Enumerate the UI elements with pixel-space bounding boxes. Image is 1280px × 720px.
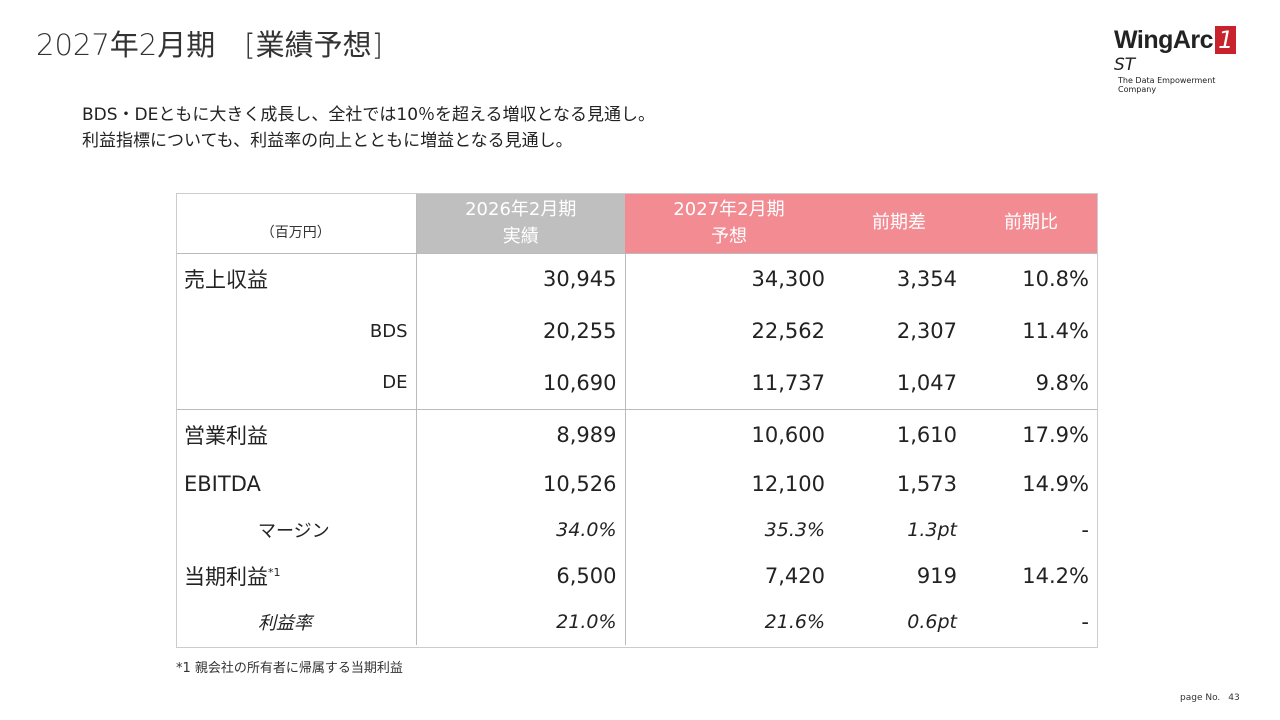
cell: 2,307 — [896, 319, 957, 343]
page-number: page No. 43 — [1180, 693, 1240, 703]
cell: 21.6% — [624, 599, 833, 645]
page-num: 43 — [1228, 693, 1240, 703]
page-label: page No. — [1180, 693, 1221, 703]
table-row: EBITDA 10,526 12,100 1,573 14.9% — [176, 461, 1097, 507]
header-diff: 前期差 — [833, 193, 965, 253]
forecast-table: （百万円） 2026年2月期 実績 2027年2月期 予想 前期差 前期比 売上収益… — [176, 193, 1097, 645]
cell: 919 — [916, 564, 957, 588]
cell: 30,945 — [415, 253, 625, 305]
cell: 20,255 — [415, 305, 625, 357]
cell: 1.3pt — [907, 519, 957, 541]
table-row: マージン 34.0% 35.3% 1.3pt - — [176, 507, 1097, 553]
row-label: 営業利益 — [184, 424, 268, 449]
lead-line: BDS・DEともに大きく成長し、全社では10％を超える増収となる見通し。 — [82, 105, 655, 125]
row-label: マージン — [258, 521, 330, 542]
header-next: 2027年2月期 予想 — [625, 193, 833, 253]
table-row: 営業利益 8,989 10,600 1,610 17.9% — [176, 409, 1097, 461]
row-label: DE — [382, 372, 408, 394]
cell: 3,354 — [896, 267, 957, 292]
cell: 1,610 — [896, 423, 957, 448]
cell: 14.2% — [1022, 564, 1089, 588]
cell: 14.9% — [1022, 472, 1089, 496]
cell: 10,690 — [415, 357, 625, 409]
cell: 10,600 — [624, 409, 833, 461]
cell: 10.8% — [1022, 267, 1089, 292]
wingarc-logo: WingArc 1 ST The Data Empowerment Company — [1114, 26, 1254, 94]
row-label: 当期利益*1 — [176, 553, 416, 599]
cell: 12,100 — [624, 461, 833, 507]
cell: 17.9% — [1022, 423, 1089, 448]
page-title: 2027年2月期 [業績予想] — [36, 28, 383, 62]
table-row: DE 10,690 11,737 1,047 9.8% — [176, 357, 1097, 409]
table-row: 売上収益 30,945 34,300 3,354 10.8% — [176, 253, 1097, 305]
cell: 34,300 — [624, 253, 833, 305]
cell: 21.0% — [415, 599, 625, 645]
cell: - — [1081, 610, 1089, 634]
table-row: 利益率 21.0% 21.6% 0.6pt - — [176, 599, 1097, 645]
cell: 0.6pt — [907, 611, 957, 633]
cell: - — [1081, 518, 1089, 542]
logo-st: ST — [1114, 55, 1136, 75]
cell: 35.3% — [624, 507, 833, 553]
cell: 6,500 — [415, 553, 625, 599]
header-prev: 2026年2月期 実績 — [415, 193, 625, 253]
cell: 10,526 — [415, 461, 625, 507]
row-label: 利益率 — [258, 613, 312, 634]
cell: 22,562 — [624, 305, 833, 357]
cell: 34.0% — [415, 507, 625, 553]
logo-one: 1 — [1215, 26, 1237, 54]
cell: 1,573 — [896, 472, 957, 496]
logo-brand: WingArc — [1114, 26, 1214, 54]
footnote: *1 親会社の所有者に帰属する当期利益 — [176, 661, 403, 676]
row-label: EBITDA — [184, 472, 261, 496]
cell: 1,047 — [896, 370, 957, 395]
footnote-marker: *1 — [268, 566, 281, 579]
cell: 9.8% — [1035, 370, 1089, 395]
header-next-type: 予想 — [711, 225, 747, 247]
cell: 7,420 — [624, 553, 833, 599]
table-row: 当期利益*1 6,500 7,420 919 14.2% — [176, 553, 1097, 599]
header-prev-type: 実績 — [502, 225, 539, 247]
header-ratio: 前期比 — [965, 193, 1097, 253]
header-next-year: 2027年2月期 — [673, 198, 785, 220]
row-label-text: 当期利益 — [184, 565, 268, 589]
row-label: BDS — [369, 320, 408, 342]
lead-line: 利益指標についても、利益率の向上とともに増益となる見通し。 — [82, 131, 573, 151]
row-label: 売上収益 — [184, 268, 268, 293]
table-row: BDS 20,255 22,562 2,307 11.4% — [176, 305, 1097, 357]
header-prev-year: 2026年2月期 — [465, 198, 577, 220]
lead-text: BDS・DEともに大きく成長し、全社では10％を超える増収となる見通し。 利益指… — [82, 102, 655, 154]
logo-tagline: The Data Empowerment Company — [1118, 76, 1216, 94]
cell: 11.4% — [1022, 319, 1089, 343]
unit-label: （百万円） — [260, 224, 331, 241]
cell: 11,737 — [624, 357, 833, 409]
cell: 8,989 — [415, 409, 625, 461]
